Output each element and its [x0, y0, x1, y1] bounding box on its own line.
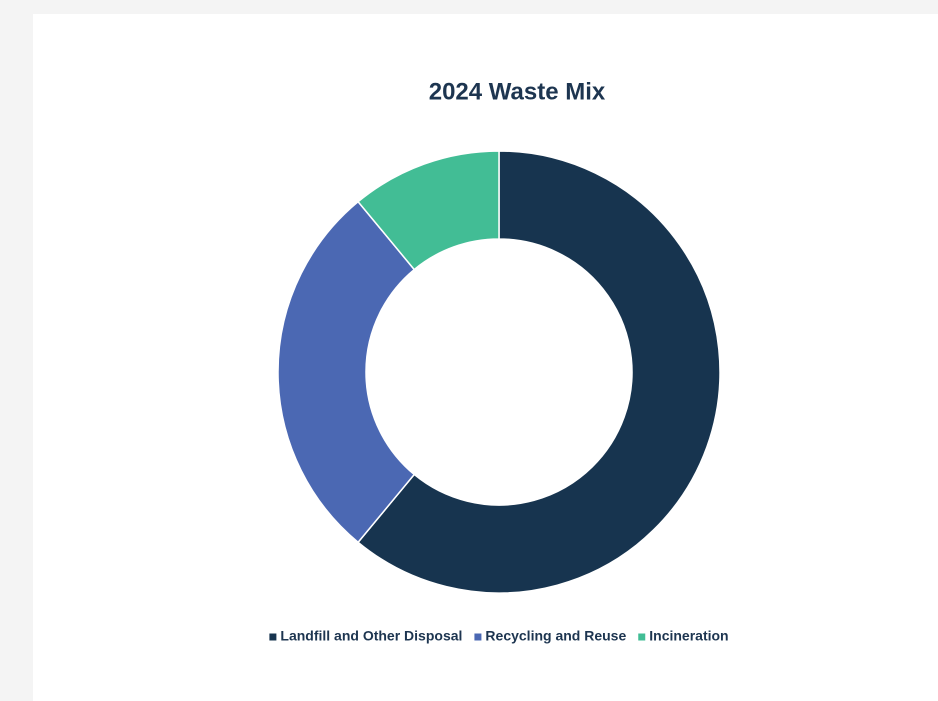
legend-label: Incineration	[649, 628, 728, 644]
legend-marker	[474, 633, 482, 641]
slice	[277, 200, 416, 544]
legend-marker	[269, 633, 277, 641]
legend-marker	[638, 633, 646, 641]
legend: Landfill and Other Disposal Recycling and…	[269, 628, 729, 644]
chart-title: 2024 Waste Mix	[429, 78, 606, 105]
legend-label: Recycling and Reuse	[485, 628, 626, 644]
slice	[357, 150, 721, 594]
slice	[357, 150, 500, 271]
legend-label: Landfill and Other Disposal	[280, 628, 462, 644]
